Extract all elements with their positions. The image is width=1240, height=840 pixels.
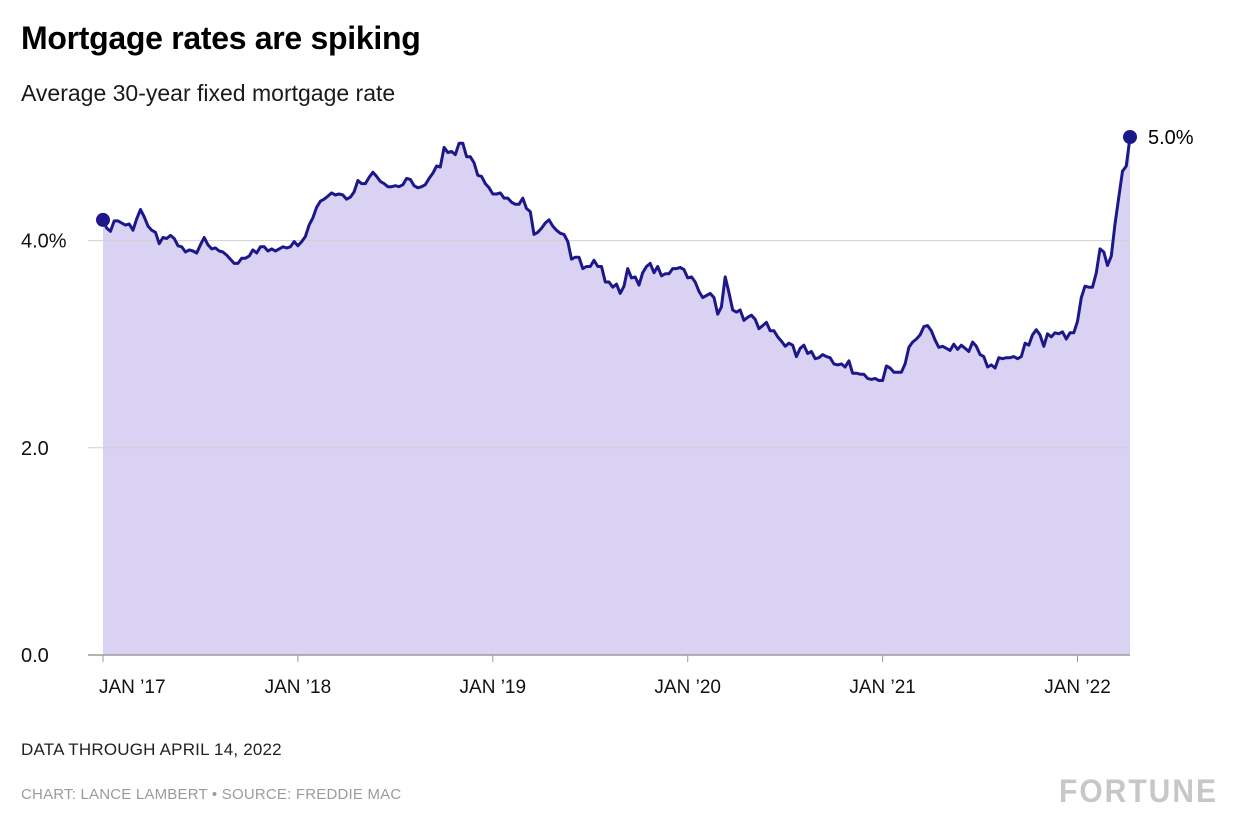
fortune-logo: FORTUNE: [1059, 774, 1218, 810]
data-note: DATA THROUGH APRIL 14, 2022: [21, 740, 282, 759]
x-axis-label: JAN ’17: [99, 677, 166, 698]
start-point-marker: [96, 212, 110, 227]
chart-credit: CHART: LANCE LAMBERT • SOURCE: FREDDIE M…: [21, 786, 402, 803]
x-axis-label: JAN ’21: [849, 677, 916, 698]
x-axis-label: JAN ’20: [654, 677, 721, 698]
x-axis-label: JAN ’19: [460, 677, 527, 698]
end-value-label: 5.0%: [1148, 127, 1194, 149]
y-axis-label: 4.0%: [21, 231, 67, 253]
line-series: [101, 135, 1132, 382]
x-axis-label: JAN ’18: [265, 677, 332, 698]
chart-canvas: 0.0 2.0 4.0% JAN ’17 JAN ’18 JAN ’19 JAN ’20 JA…: [21, 127, 1194, 698]
area-fill: [103, 137, 1130, 655]
chart-subtitle: Average 30-year fixed mortgage rate: [21, 80, 396, 106]
end-point-marker: [1123, 130, 1137, 144]
x-axis-label: JAN ’22: [1044, 677, 1111, 698]
chart-title: Mortgage rates are spiking: [21, 20, 421, 56]
y-axis-label: 0.0: [21, 645, 49, 667]
y-axis-label: 2.0: [21, 438, 49, 460]
